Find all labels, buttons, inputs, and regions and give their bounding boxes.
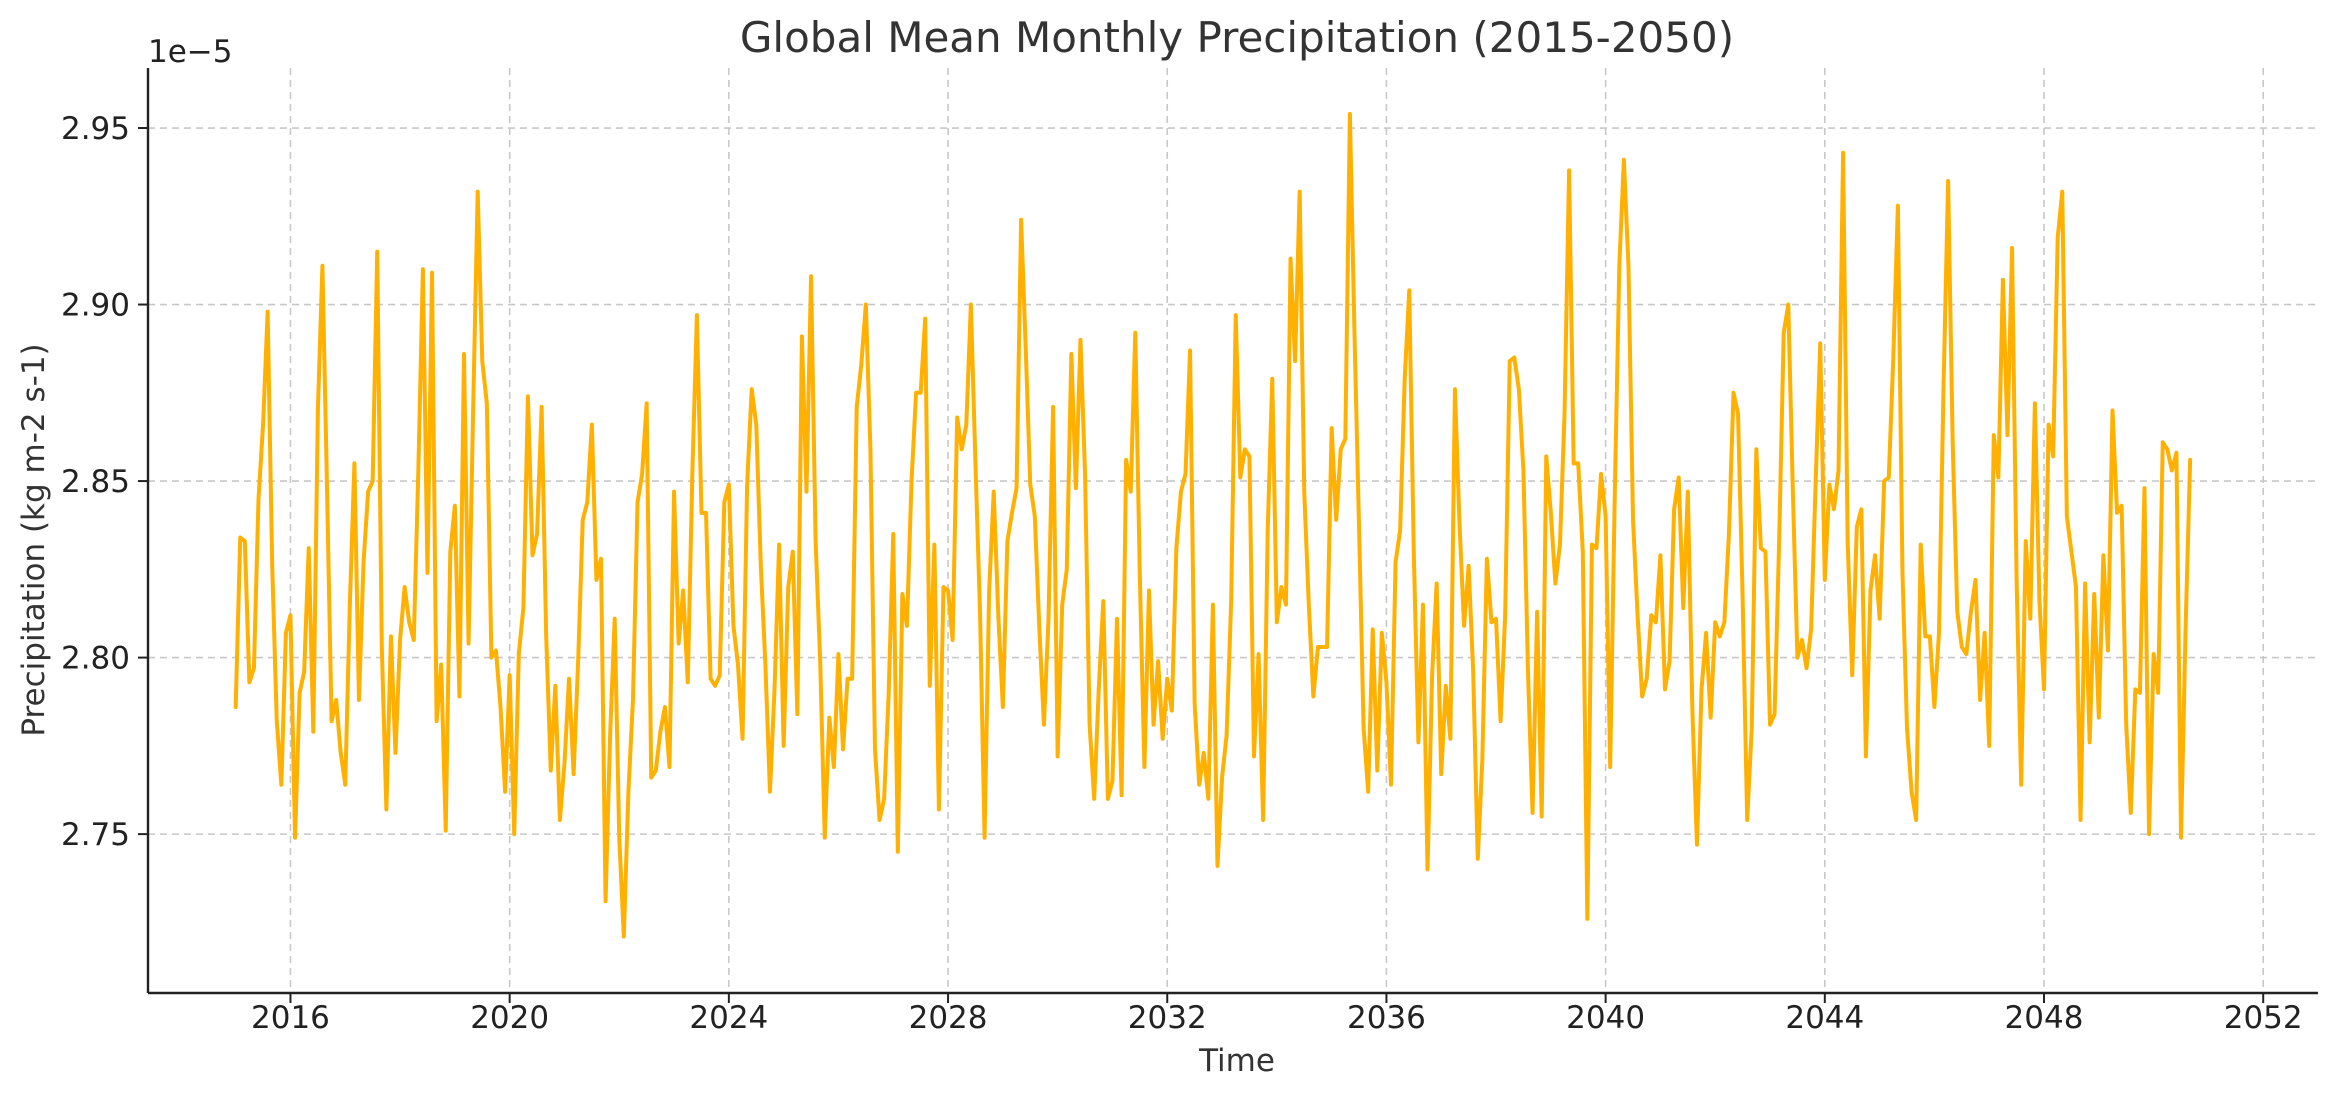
x-tick-label: 2020 — [470, 1000, 549, 1036]
series-layer — [233, 111, 2193, 939]
y-axis-label: Precipitation (kg m-2 s-1) — [16, 343, 52, 736]
y-tick-label: 2.80 — [61, 641, 130, 677]
y-tick-label: 2.75 — [61, 817, 130, 853]
y-tick-label: 2.85 — [61, 464, 130, 500]
chart-title: Global Mean Monthly Precipitation (2015-… — [740, 13, 1734, 62]
y-tick-label: 2.95 — [61, 111, 130, 147]
tick-labels: 2016 2020 2024 2028 2032 2036 2040 2044 2048 2052… — [61, 111, 2303, 1036]
x-tick-label: 2036 — [1347, 1000, 1426, 1036]
x-tick-label: 2052 — [2224, 1000, 2303, 1036]
x-tick-label: 2032 — [1128, 1000, 1207, 1036]
y-tick-label: 2.90 — [61, 288, 130, 324]
x-tick-label: 2040 — [1566, 1000, 1645, 1036]
x-tick-label: 2028 — [909, 1000, 988, 1036]
x-tick-label: 2024 — [689, 1000, 768, 1036]
axes — [138, 68, 2318, 1003]
x-tick-label: 2016 — [251, 1000, 330, 1036]
x-tick-label: 2048 — [2005, 1000, 2084, 1036]
x-axis-label: Time — [1198, 1043, 1275, 1079]
precipitation-series-line — [233, 111, 2193, 939]
y-offset-label: 1e−5 — [148, 34, 233, 70]
x-tick-label: 2044 — [1785, 1000, 1864, 1036]
